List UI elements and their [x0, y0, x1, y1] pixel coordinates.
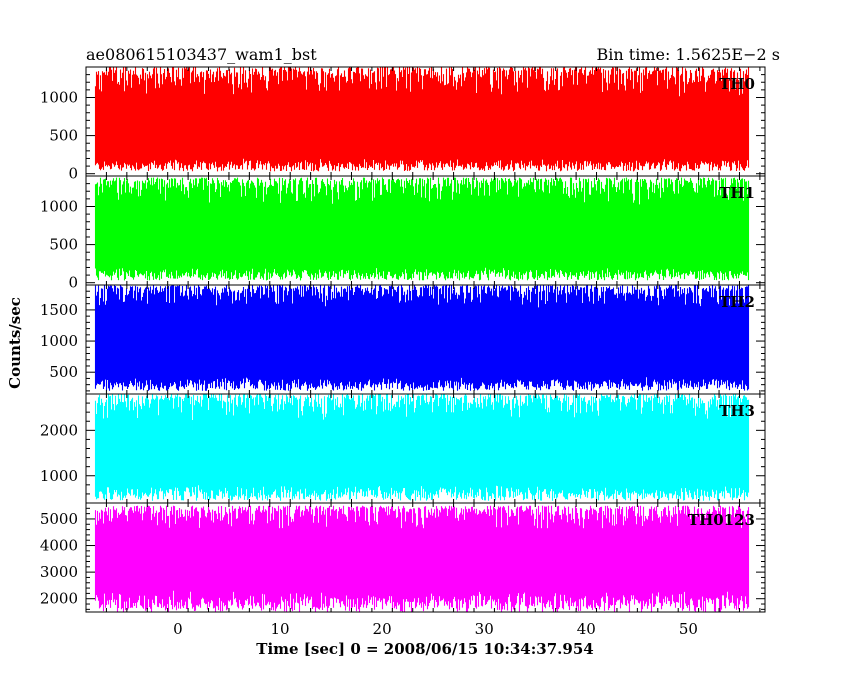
y-tick-label: 3000 [40, 563, 78, 581]
y-tick-label: 5000 [40, 510, 78, 528]
y-tick-label: 1500 [40, 301, 78, 319]
panel-th1: 0 500 1000 TH1 [40, 175, 766, 292]
panel-label: TH2 [719, 293, 755, 311]
panel-frame [85, 502, 766, 613]
y-tick-label: 1000 [40, 197, 78, 215]
y-tick-label: 0 [68, 165, 78, 183]
x-tick-label: 10 [270, 620, 289, 638]
x-tick-label: 30 [475, 620, 494, 638]
y-tick-label: 2000 [40, 421, 78, 439]
panel-th3: 1000 2000 TH3 [40, 393, 766, 504]
series-th3-band [95, 420, 749, 477]
panel-th2: 500 1000 1500 TH2 [40, 284, 766, 395]
panel-label: TH0 [719, 75, 755, 93]
x-tick-label: 50 [679, 620, 698, 638]
y-tick-label: 1000 [40, 88, 78, 106]
y-tick-label: 1000 [40, 332, 78, 350]
panel-th0: 0 500 1000 TH0 [40, 66, 766, 183]
series-th0123-band [95, 528, 749, 585]
y-tick-label: 500 [49, 127, 78, 145]
y-tick-label: 1000 [40, 467, 78, 485]
y-tick-label: 4000 [40, 537, 78, 555]
x-tick-label: 20 [373, 620, 392, 638]
chart-title-right: Bin time: 1.5625E−2 s [597, 45, 780, 64]
series-th0-band [95, 99, 749, 156]
y-tick-label: 500 [49, 236, 78, 254]
y-axis-label: Counts/sec [6, 297, 24, 389]
panel-label: TH0123 [688, 511, 755, 529]
x-tick-label: 40 [577, 620, 596, 638]
y-tick-label: 500 [49, 363, 78, 381]
x-axis-label: Time [sec] 0 = 2008/06/15 10:34:37.954 [256, 640, 593, 658]
panel-label: TH3 [719, 402, 755, 420]
series-th1-band [95, 208, 749, 265]
chart-title-left: ae080615103437_wam1_bst [86, 45, 317, 64]
panel-th0123: 2000 3000 4000 5000 TH0123 [40, 502, 766, 613]
panel-label: TH1 [719, 184, 755, 202]
y-tick-label: 0 [68, 274, 78, 292]
x-tick-label: 0 [173, 620, 183, 638]
y-tick-label: 2000 [40, 590, 78, 608]
series-th2-band [95, 313, 749, 370]
